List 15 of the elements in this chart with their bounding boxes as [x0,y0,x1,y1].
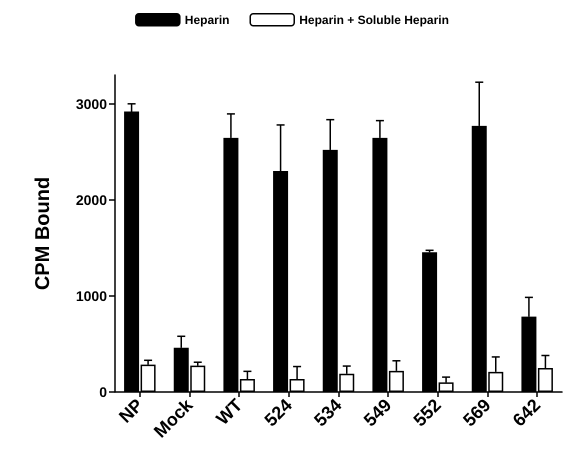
x-tick-label: 549 [360,394,396,430]
legend-label: Heparin [184,12,230,27]
y-tick-label: 1000 [76,288,108,304]
y-axis-title: CPM Bound [32,176,54,290]
x-tick-label: 642 [508,394,544,430]
y-tick-label: 2000 [76,192,108,208]
legend-label: Heparin + Soluble Heparin [299,12,449,27]
x-tick-label: NP [115,394,147,427]
y-tick-label: 3000 [76,96,108,112]
y-tick-label: 0 [99,384,108,400]
x-tick-label: 552 [410,394,445,430]
x-tick-label: WT [212,394,246,429]
x-tick-label: 534 [310,394,346,430]
x-tick-label: 569 [459,394,495,430]
x-tick-label: 524 [260,394,296,430]
